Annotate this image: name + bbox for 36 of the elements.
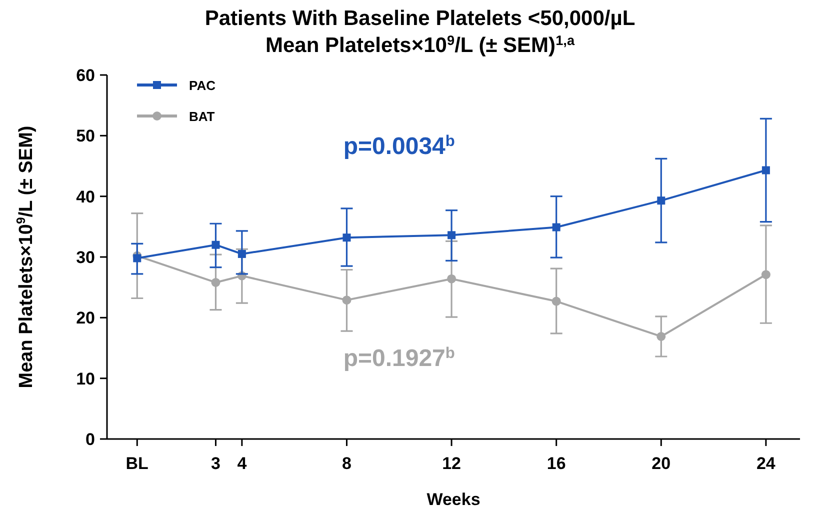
- legend-label: BAT: [189, 109, 215, 124]
- x-tick-label: 20: [652, 454, 671, 473]
- point: [656, 332, 666, 341]
- y-tick-label: 40: [76, 187, 95, 206]
- point: [761, 270, 770, 280]
- chart-subtitle: Mean Platelets×10$^{9}$/L (± SEM)$^{1,a}$: [265, 32, 575, 57]
- point: [212, 240, 220, 249]
- point: [342, 234, 351, 242]
- y-tick-label: 60: [76, 66, 95, 85]
- x-axis-title: Weeks: [426, 490, 480, 509]
- annotation: p=0.1927$^{b}$: [343, 344, 455, 372]
- x-tick-label: 4: [237, 454, 248, 473]
- point: [342, 296, 352, 305]
- x-tick-label: 16: [546, 454, 566, 473]
- x-tick-label: 3: [210, 454, 220, 473]
- point: [133, 254, 142, 262]
- point: [448, 231, 456, 240]
- point: [762, 166, 770, 174]
- point: [238, 250, 246, 258]
- y-tick-label: 10: [76, 369, 95, 388]
- y-tick-label: 30: [76, 248, 95, 267]
- point: [552, 223, 560, 232]
- annotation: p=0.0034$^{b}$: [343, 132, 455, 160]
- y-tick-label: 20: [76, 308, 95, 328]
- point: [657, 196, 666, 205]
- x-tick-label: 8: [342, 454, 352, 473]
- point: [211, 278, 220, 287]
- y-tick-label: 50: [76, 126, 95, 146]
- point: [552, 296, 561, 306]
- legend-label: PAC: [189, 78, 216, 93]
- x-tick-label: 24: [756, 454, 776, 473]
- x-tick-label: BL: [126, 454, 148, 473]
- x-tick-label: 12: [442, 454, 461, 473]
- y-tick-label: 0: [86, 430, 95, 449]
- chart-title: Patients With Baseline Platelets <50,000/µL: [204, 7, 636, 30]
- point: [447, 274, 456, 284]
